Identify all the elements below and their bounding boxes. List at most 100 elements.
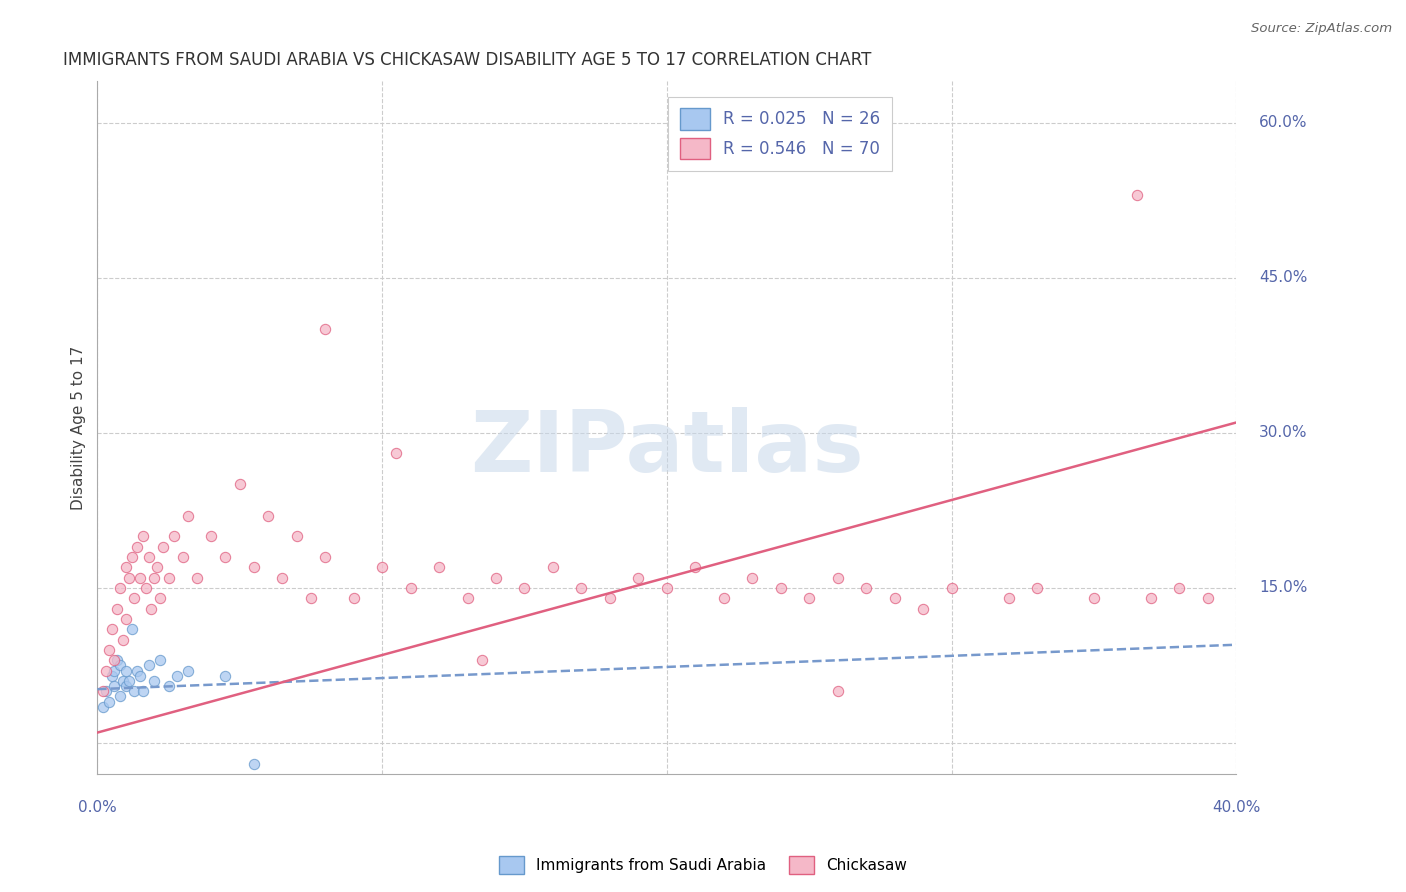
Point xyxy=(314,322,336,336)
Point xyxy=(129,570,152,584)
Point xyxy=(103,664,125,678)
Point xyxy=(108,581,131,595)
Point xyxy=(149,591,172,606)
Point xyxy=(114,612,136,626)
Point xyxy=(157,679,180,693)
Point xyxy=(135,581,157,595)
Point xyxy=(243,560,266,574)
Point xyxy=(132,529,155,543)
Legend: R = 0.025   N = 26, R = 0.546   N = 70: R = 0.025 N = 26, R = 0.546 N = 70 xyxy=(668,96,891,171)
Point xyxy=(141,601,163,615)
Point xyxy=(457,591,479,606)
Point xyxy=(94,684,117,698)
Point xyxy=(541,560,564,574)
Point xyxy=(97,695,120,709)
Point xyxy=(103,679,125,693)
Point xyxy=(143,570,166,584)
Point xyxy=(1197,591,1219,606)
Point xyxy=(94,664,117,678)
Point xyxy=(121,622,143,636)
Point xyxy=(243,756,266,771)
Point xyxy=(655,581,678,595)
Point xyxy=(152,540,174,554)
Point xyxy=(427,560,450,574)
Point xyxy=(138,658,160,673)
Point xyxy=(799,591,821,606)
Point xyxy=(1140,591,1163,606)
Point xyxy=(124,591,146,606)
Point xyxy=(103,653,125,667)
Point xyxy=(741,570,763,584)
Point xyxy=(186,570,208,584)
Point xyxy=(91,699,114,714)
Point xyxy=(1168,581,1191,595)
Point xyxy=(129,669,152,683)
Point xyxy=(1083,591,1105,606)
Point xyxy=(271,570,294,584)
Point xyxy=(138,549,160,564)
Point xyxy=(200,529,222,543)
Point xyxy=(108,690,131,704)
Point xyxy=(166,669,188,683)
Point xyxy=(177,664,200,678)
Point xyxy=(157,570,180,584)
Point xyxy=(229,477,252,491)
Point xyxy=(114,679,136,693)
Point xyxy=(1125,188,1147,202)
Point xyxy=(855,581,877,595)
Text: 45.0%: 45.0% xyxy=(1260,270,1308,285)
Point xyxy=(105,601,128,615)
Point xyxy=(105,653,128,667)
Point xyxy=(471,653,494,667)
Point xyxy=(685,560,707,574)
Point xyxy=(883,591,905,606)
Point xyxy=(127,540,149,554)
Point xyxy=(143,673,166,688)
Point xyxy=(172,549,194,564)
Point xyxy=(114,664,136,678)
Point xyxy=(100,669,122,683)
Point xyxy=(132,684,155,698)
Point xyxy=(97,643,120,657)
Point xyxy=(100,622,122,636)
Point xyxy=(371,560,394,574)
Point xyxy=(343,591,366,606)
Text: 60.0%: 60.0% xyxy=(1260,115,1308,130)
Text: 30.0%: 30.0% xyxy=(1260,425,1308,441)
Point xyxy=(257,508,280,523)
Legend: Immigrants from Saudi Arabia, Chickasaw: Immigrants from Saudi Arabia, Chickasaw xyxy=(494,850,912,880)
Point xyxy=(146,560,169,574)
Point xyxy=(485,570,508,584)
Point xyxy=(121,549,143,564)
Point xyxy=(627,570,650,584)
Y-axis label: Disability Age 5 to 17: Disability Age 5 to 17 xyxy=(72,345,86,509)
Point xyxy=(149,653,172,667)
Point xyxy=(118,673,141,688)
Point xyxy=(827,570,849,584)
Text: IMMIGRANTS FROM SAUDI ARABIA VS CHICKASAW DISABILITY AGE 5 TO 17 CORRELATION CHA: IMMIGRANTS FROM SAUDI ARABIA VS CHICKASA… xyxy=(63,51,872,69)
Text: 0.0%: 0.0% xyxy=(77,800,117,814)
Point xyxy=(111,632,134,647)
Point xyxy=(385,446,408,460)
Point xyxy=(513,581,536,595)
Point xyxy=(314,549,336,564)
Point xyxy=(114,560,136,574)
Point xyxy=(177,508,200,523)
Point xyxy=(299,591,322,606)
Point xyxy=(127,664,149,678)
Point xyxy=(214,549,236,564)
Point xyxy=(118,570,141,584)
Point xyxy=(941,581,963,595)
Point xyxy=(713,591,735,606)
Point xyxy=(571,581,593,595)
Text: 40.0%: 40.0% xyxy=(1212,800,1261,814)
Text: Source: ZipAtlas.com: Source: ZipAtlas.com xyxy=(1251,22,1392,36)
Point xyxy=(111,673,134,688)
Text: ZIPatlas: ZIPatlas xyxy=(470,407,863,490)
Point xyxy=(599,591,621,606)
Point xyxy=(91,684,114,698)
Point xyxy=(124,684,146,698)
Point xyxy=(399,581,422,595)
Point xyxy=(997,591,1019,606)
Text: 15.0%: 15.0% xyxy=(1260,581,1308,595)
